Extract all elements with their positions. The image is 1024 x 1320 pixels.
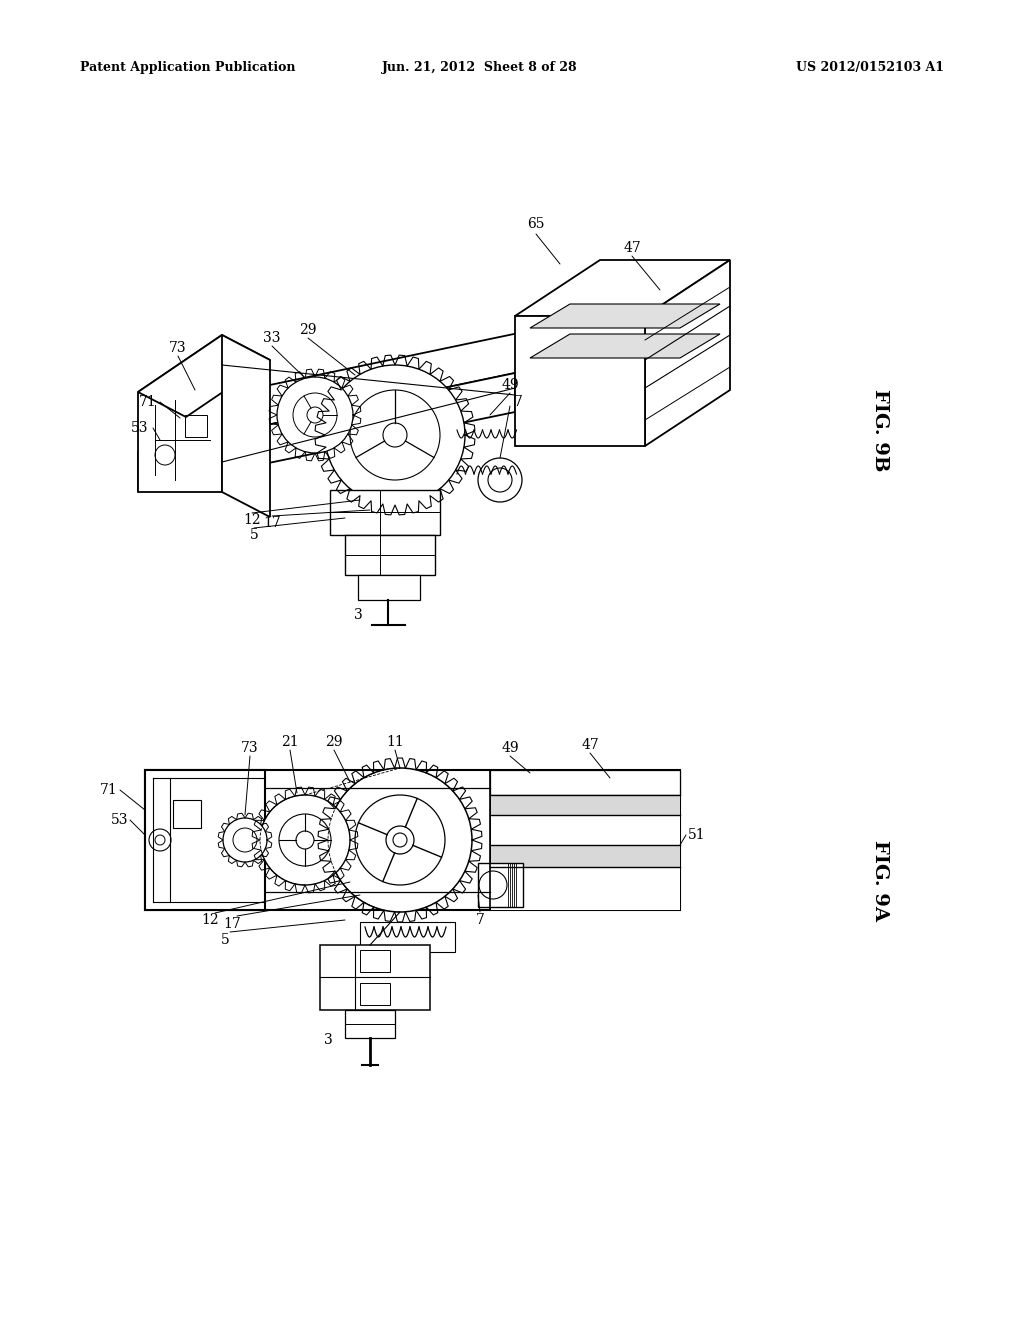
Bar — [490, 814, 680, 845]
Text: 29: 29 — [326, 735, 343, 748]
Polygon shape — [138, 374, 515, 490]
Circle shape — [223, 818, 267, 862]
Bar — [145, 770, 265, 909]
Circle shape — [328, 768, 472, 912]
Circle shape — [325, 366, 465, 506]
Text: 47: 47 — [624, 242, 641, 255]
Circle shape — [278, 378, 353, 453]
Text: Jun. 21, 2012  Sheet 8 of 28: Jun. 21, 2012 Sheet 8 of 28 — [382, 62, 578, 74]
Polygon shape — [345, 535, 435, 576]
Polygon shape — [330, 490, 440, 535]
Text: 71: 71 — [100, 783, 118, 797]
Text: 11: 11 — [386, 735, 403, 748]
Text: 65: 65 — [527, 216, 545, 231]
Text: 21: 21 — [282, 735, 299, 748]
Bar — [490, 770, 680, 795]
Text: 71: 71 — [139, 395, 157, 409]
Bar — [360, 950, 390, 972]
Polygon shape — [138, 315, 600, 451]
Polygon shape — [358, 576, 420, 601]
Text: 53: 53 — [111, 813, 128, 828]
Text: 29: 29 — [299, 323, 316, 337]
Text: 73: 73 — [242, 741, 259, 755]
Text: FIG. 9A: FIG. 9A — [871, 840, 889, 920]
Bar — [173, 800, 201, 828]
Text: 73: 73 — [169, 341, 186, 355]
Text: 5: 5 — [250, 528, 258, 543]
Text: 53: 53 — [131, 421, 148, 436]
Text: 12: 12 — [243, 513, 261, 527]
Text: 17: 17 — [223, 917, 241, 931]
Text: 7: 7 — [514, 395, 522, 409]
Bar — [360, 983, 390, 1005]
Bar — [319, 945, 430, 1010]
Polygon shape — [138, 335, 222, 492]
Text: 7: 7 — [475, 913, 484, 927]
Circle shape — [478, 458, 522, 502]
Bar — [490, 867, 680, 909]
Polygon shape — [138, 335, 270, 417]
Text: 12: 12 — [201, 913, 219, 927]
Bar — [360, 921, 455, 952]
Text: 3: 3 — [353, 609, 362, 622]
Bar — [345, 1010, 395, 1038]
Text: 3: 3 — [324, 1034, 333, 1047]
Polygon shape — [515, 260, 730, 315]
Text: US 2012/0152103 A1: US 2012/0152103 A1 — [796, 62, 944, 74]
Bar — [478, 863, 523, 907]
Text: 17: 17 — [263, 516, 281, 531]
Circle shape — [393, 833, 407, 847]
Bar — [145, 770, 680, 909]
Text: 33: 33 — [263, 331, 281, 345]
Bar — [490, 845, 680, 867]
Text: 49: 49 — [501, 378, 519, 392]
Polygon shape — [645, 260, 730, 446]
Bar — [185, 414, 207, 437]
Text: Patent Application Publication: Patent Application Publication — [80, 62, 296, 74]
Text: 5: 5 — [220, 933, 229, 946]
Polygon shape — [530, 304, 720, 327]
Polygon shape — [222, 335, 270, 517]
Text: FIG. 9B: FIG. 9B — [871, 389, 889, 471]
Bar — [490, 795, 680, 814]
Text: 49: 49 — [501, 741, 519, 755]
Circle shape — [260, 795, 350, 884]
Text: 51: 51 — [688, 828, 706, 842]
Polygon shape — [530, 334, 720, 358]
Text: 47: 47 — [582, 738, 599, 752]
Polygon shape — [515, 315, 645, 446]
